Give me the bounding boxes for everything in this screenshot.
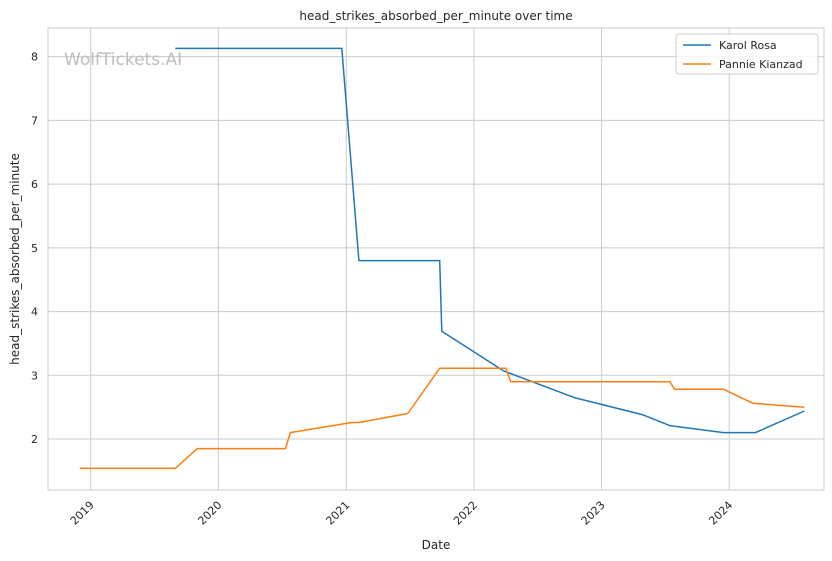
y-tick-label-6: 6 bbox=[31, 178, 38, 191]
series-layer bbox=[79, 47, 805, 470]
y-tick-label-3: 3 bbox=[31, 369, 38, 382]
y-axis-ticks: 2 3 4 5 6 7 8 bbox=[31, 51, 38, 446]
y-tick-label-2: 2 bbox=[31, 433, 38, 446]
legend-label-pannie-kianzad: Pannie Kianzad bbox=[719, 58, 803, 71]
y-axis-label: head_strikes_absorbed_per_minute bbox=[8, 153, 22, 365]
plot-frame bbox=[47, 27, 825, 491]
y-tick-label-8: 8 bbox=[31, 51, 38, 64]
y-tick-label-7: 7 bbox=[31, 114, 38, 127]
legend-box bbox=[675, 33, 819, 75]
y-tick-label-4: 4 bbox=[31, 306, 38, 319]
series-line-pannie-kianzad bbox=[79, 367, 805, 470]
legend-label-karol-rosa: Karol Rosa bbox=[719, 39, 777, 52]
legend: Karol Rosa Pannie Kianzad bbox=[675, 33, 819, 75]
x-axis-label: Date bbox=[422, 538, 451, 552]
series-line-karol-rosa bbox=[175, 47, 805, 434]
chart-title: head_strikes_absorbed_per_minute over ti… bbox=[299, 9, 572, 23]
y-tick-label-5: 5 bbox=[31, 242, 38, 255]
watermark: WolfTickets.AI bbox=[64, 50, 182, 70]
